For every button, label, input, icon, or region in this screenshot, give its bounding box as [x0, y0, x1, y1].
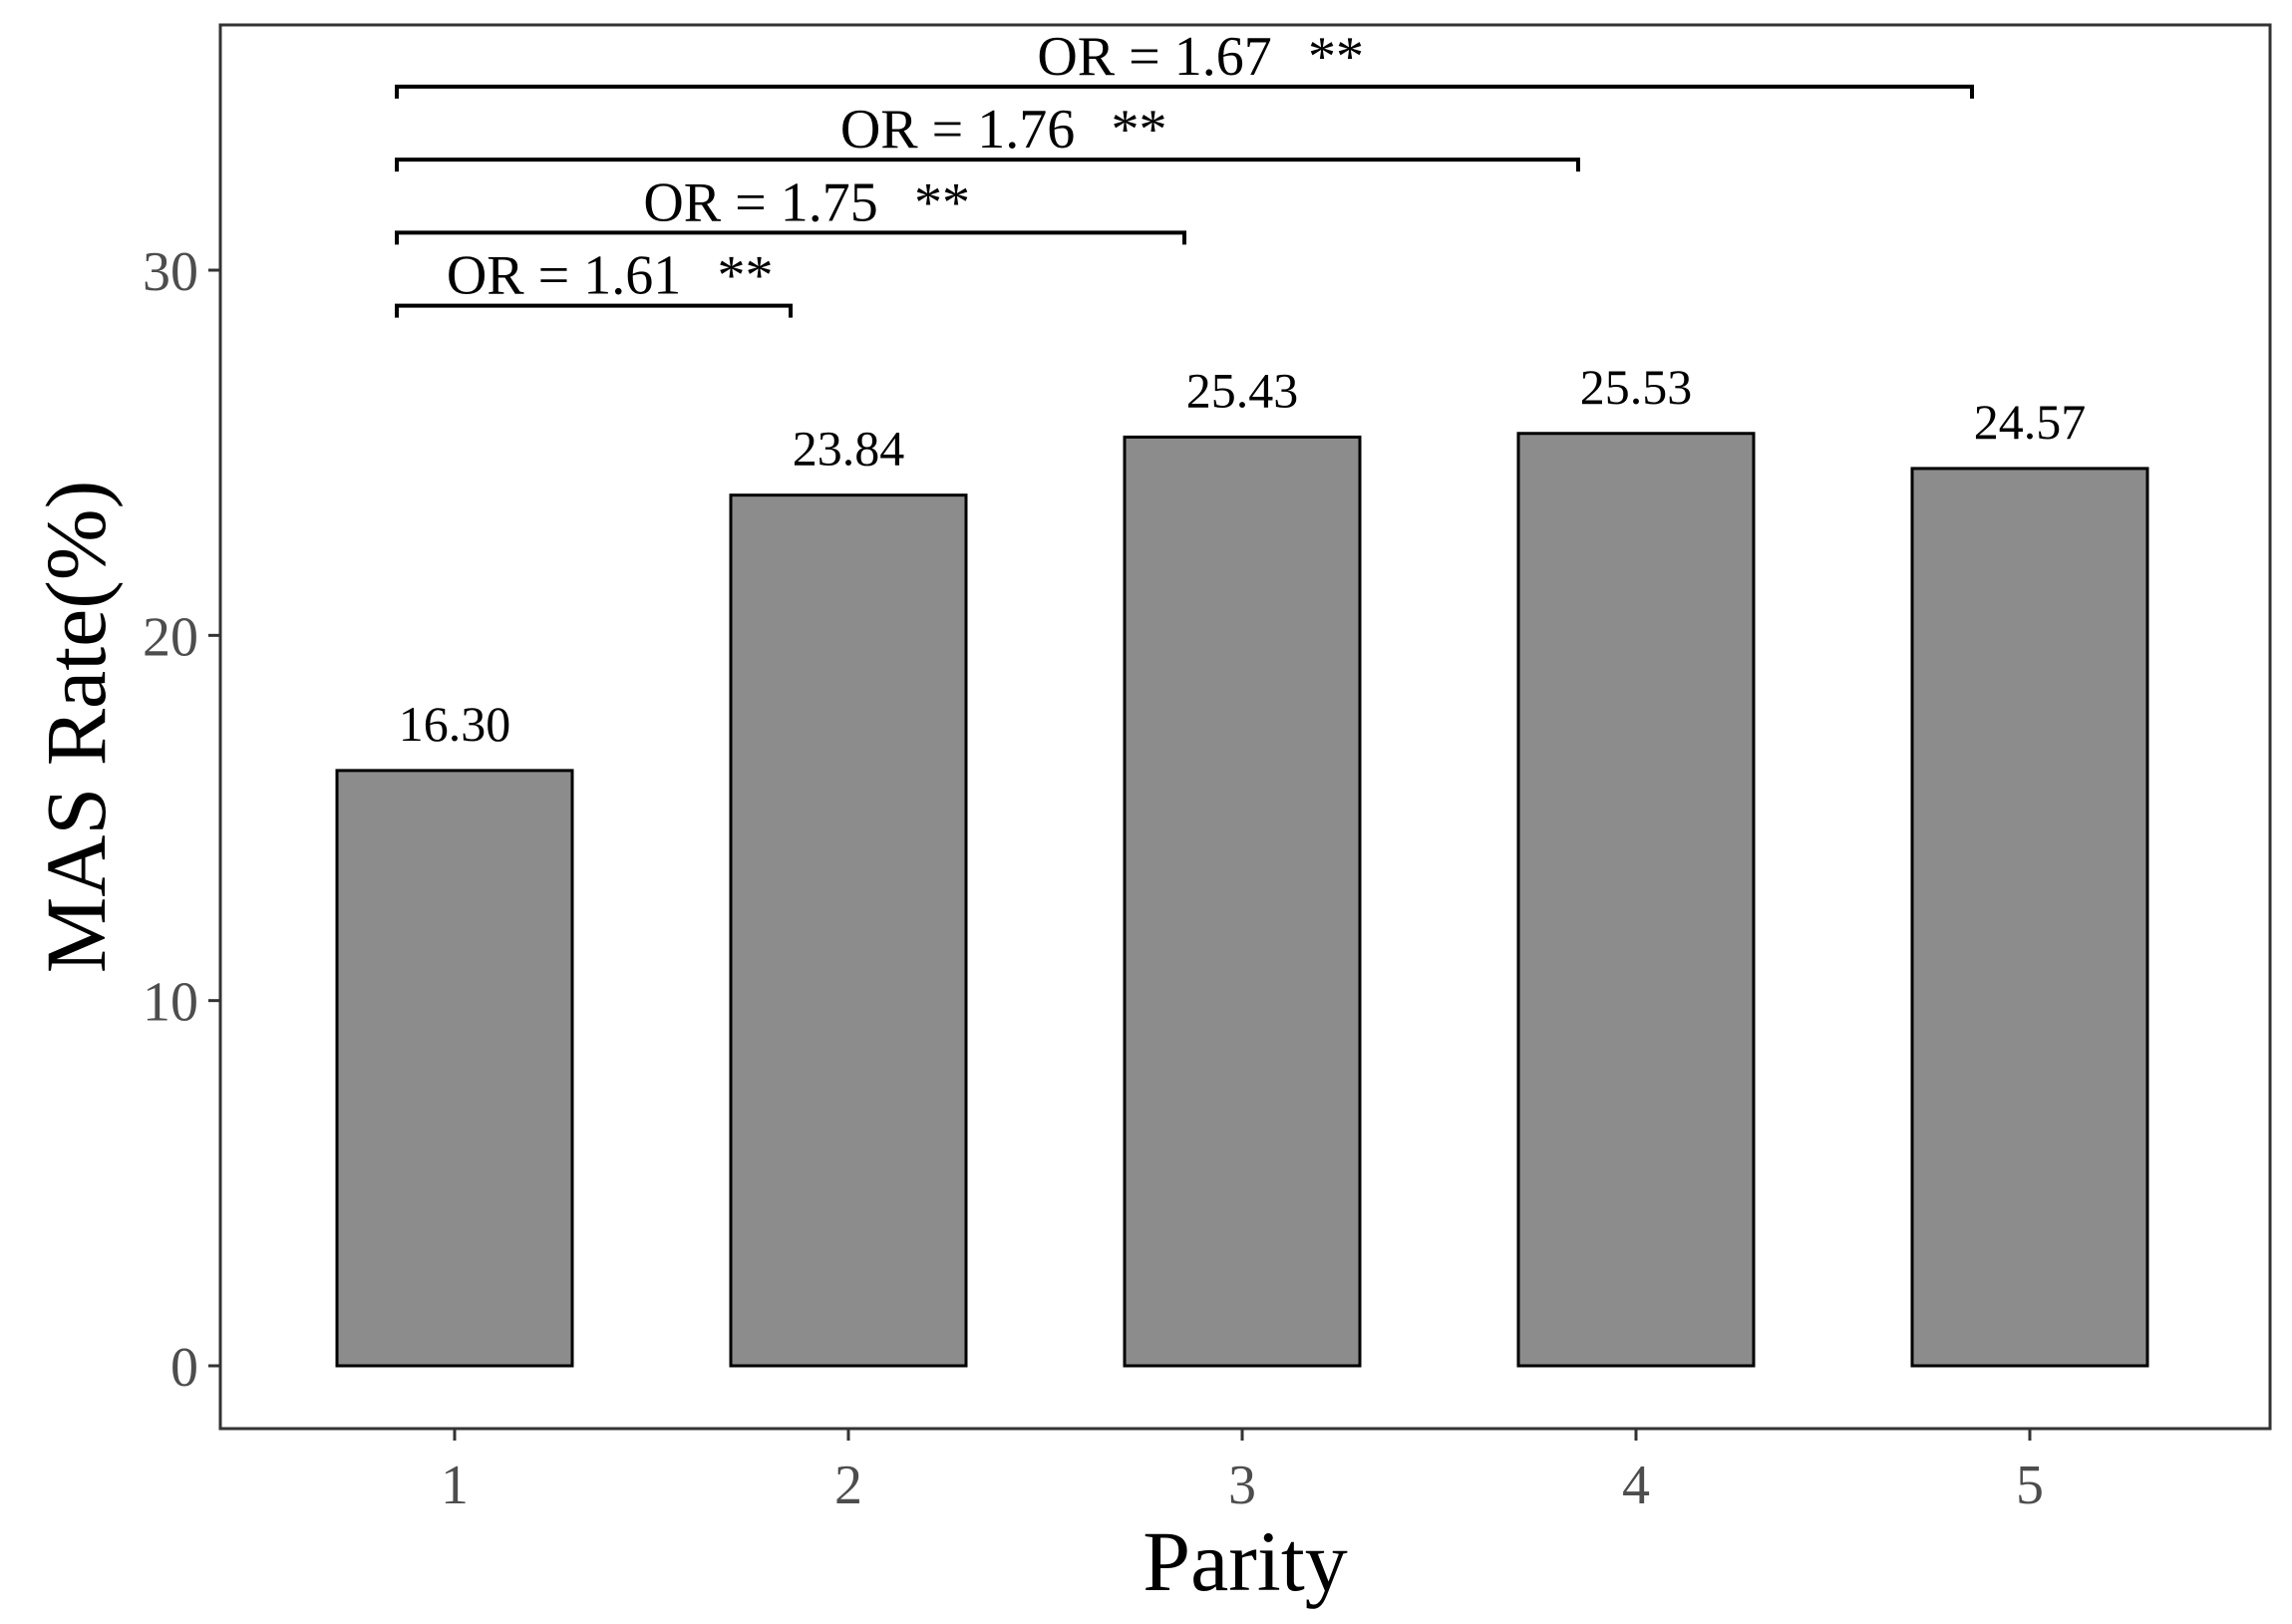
comparison-bracket-1-3	[395, 230, 1186, 245]
data-label-parity-1: 16.30	[399, 696, 511, 752]
bar-parity-2	[729, 493, 968, 1368]
or-label-1-5: OR = 1.67	[1037, 26, 1271, 88]
y-tick-label-30: 30	[143, 241, 198, 303]
x-tick-label-4: 4	[1622, 1455, 1650, 1516]
x-tick-label-3: 3	[1228, 1455, 1256, 1516]
x-tick-label-5: 5	[2016, 1455, 2044, 1516]
y-tick-label-0: 0	[170, 1337, 198, 1399]
sig-label-1-3: **	[914, 171, 970, 233]
sig-label-1-5: **	[1308, 26, 1364, 88]
or-label-1-2: OR = 1.61	[447, 245, 681, 307]
data-labels: 16.30 23.84 25.43 25.53 24.57	[399, 359, 2087, 752]
y-tick-label-10: 10	[143, 972, 198, 1034]
x-tick-label-2: 2	[834, 1455, 862, 1516]
comparison-brackets: OR = 1.61 ** OR = 1.75 ** OR = 1.76 ** OR = 1.…	[395, 26, 1974, 318]
comparison-bracket-1-5	[395, 84, 1974, 99]
bar-parity-4	[1516, 432, 1756, 1368]
sig-label-1-2: **	[718, 245, 774, 307]
bars	[335, 432, 2149, 1368]
x-axis-title: Parity	[1143, 1513, 1347, 1609]
y-axis: 0 10 20 30	[143, 241, 220, 1399]
data-label-parity-3: 25.43	[1186, 362, 1299, 418]
data-label-parity-5: 24.57	[1974, 394, 2087, 450]
bar-parity-1	[335, 769, 574, 1368]
bar-parity-3	[1123, 435, 1362, 1368]
comparison-bracket-1-4	[395, 158, 1580, 172]
x-tick-label-1: 1	[441, 1455, 469, 1516]
y-tick-label-20: 20	[143, 606, 198, 668]
or-label-1-3: OR = 1.75	[643, 171, 877, 233]
data-label-parity-4: 25.53	[1580, 359, 1693, 415]
comparison-bracket-1-2	[395, 303, 793, 318]
or-label-1-4: OR = 1.76	[840, 99, 1075, 161]
sig-label-1-4: **	[1112, 99, 1167, 161]
y-axis-title: MAS Rate(%)	[28, 481, 124, 973]
bar-parity-5	[1910, 467, 2149, 1368]
data-label-parity-2: 23.84	[793, 421, 905, 477]
x-axis: 1 2 3 4 5	[441, 1429, 2044, 1516]
